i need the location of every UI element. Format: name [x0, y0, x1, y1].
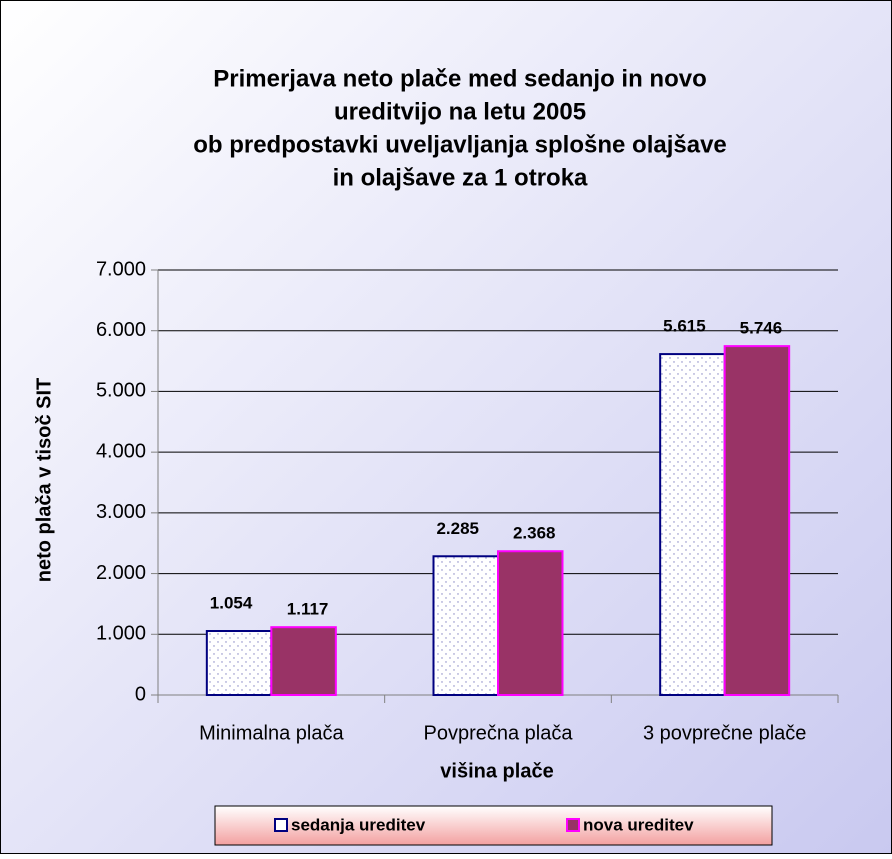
bar	[723, 345, 791, 696]
legend-label: sedanja ureditev	[291, 815, 426, 834]
title-group: Primerjava neto plače med sedanjo in nov…	[193, 65, 727, 191]
legend-swatch	[274, 818, 288, 832]
x-axis-label: višina plače	[440, 760, 553, 782]
y-tick-label: 1.000	[96, 623, 146, 645]
y-tick-label: 7.000	[96, 258, 146, 280]
y-tick-label: 4.000	[96, 440, 146, 462]
x-tick-label: 3 povprečne plače	[643, 722, 806, 744]
y-tick-label: 6.000	[96, 319, 146, 341]
y-tick-label: 0	[135, 683, 146, 705]
x-tick-label: Povprečna plača	[424, 722, 574, 744]
value-label: 5.746	[740, 319, 783, 338]
bar	[270, 626, 337, 696]
chart-title: Primerjava neto plače med sedanjo in nov…	[213, 65, 707, 92]
legend-box	[214, 805, 773, 846]
y-tick-label: 5.000	[96, 380, 146, 402]
chart-title: ob predpostavki uveljavljanja splošne ol…	[193, 131, 727, 158]
y-tick-label: 3.000	[96, 501, 146, 523]
y-axis-label: neto plača v tisoč SIT	[33, 378, 55, 583]
y-tick-label: 2.000	[96, 562, 146, 584]
value-label: 1.054	[210, 593, 253, 612]
chart-title: ureditvijo na letu 2005	[334, 98, 586, 125]
legend-label: nova ureditev	[583, 815, 694, 834]
value-label: 2.368	[513, 524, 556, 543]
chart-title: in olajšave za 1 otroka	[333, 164, 588, 191]
legend-swatch	[566, 818, 580, 832]
bar	[205, 630, 273, 696]
value-label: 2.285	[436, 519, 479, 538]
value-label: 5.615	[663, 317, 706, 336]
bar	[659, 353, 726, 696]
bar	[432, 555, 499, 697]
bar	[497, 550, 564, 696]
value-label: 1.117	[287, 600, 329, 619]
x-tick-label: Minimalna plača	[199, 722, 344, 744]
